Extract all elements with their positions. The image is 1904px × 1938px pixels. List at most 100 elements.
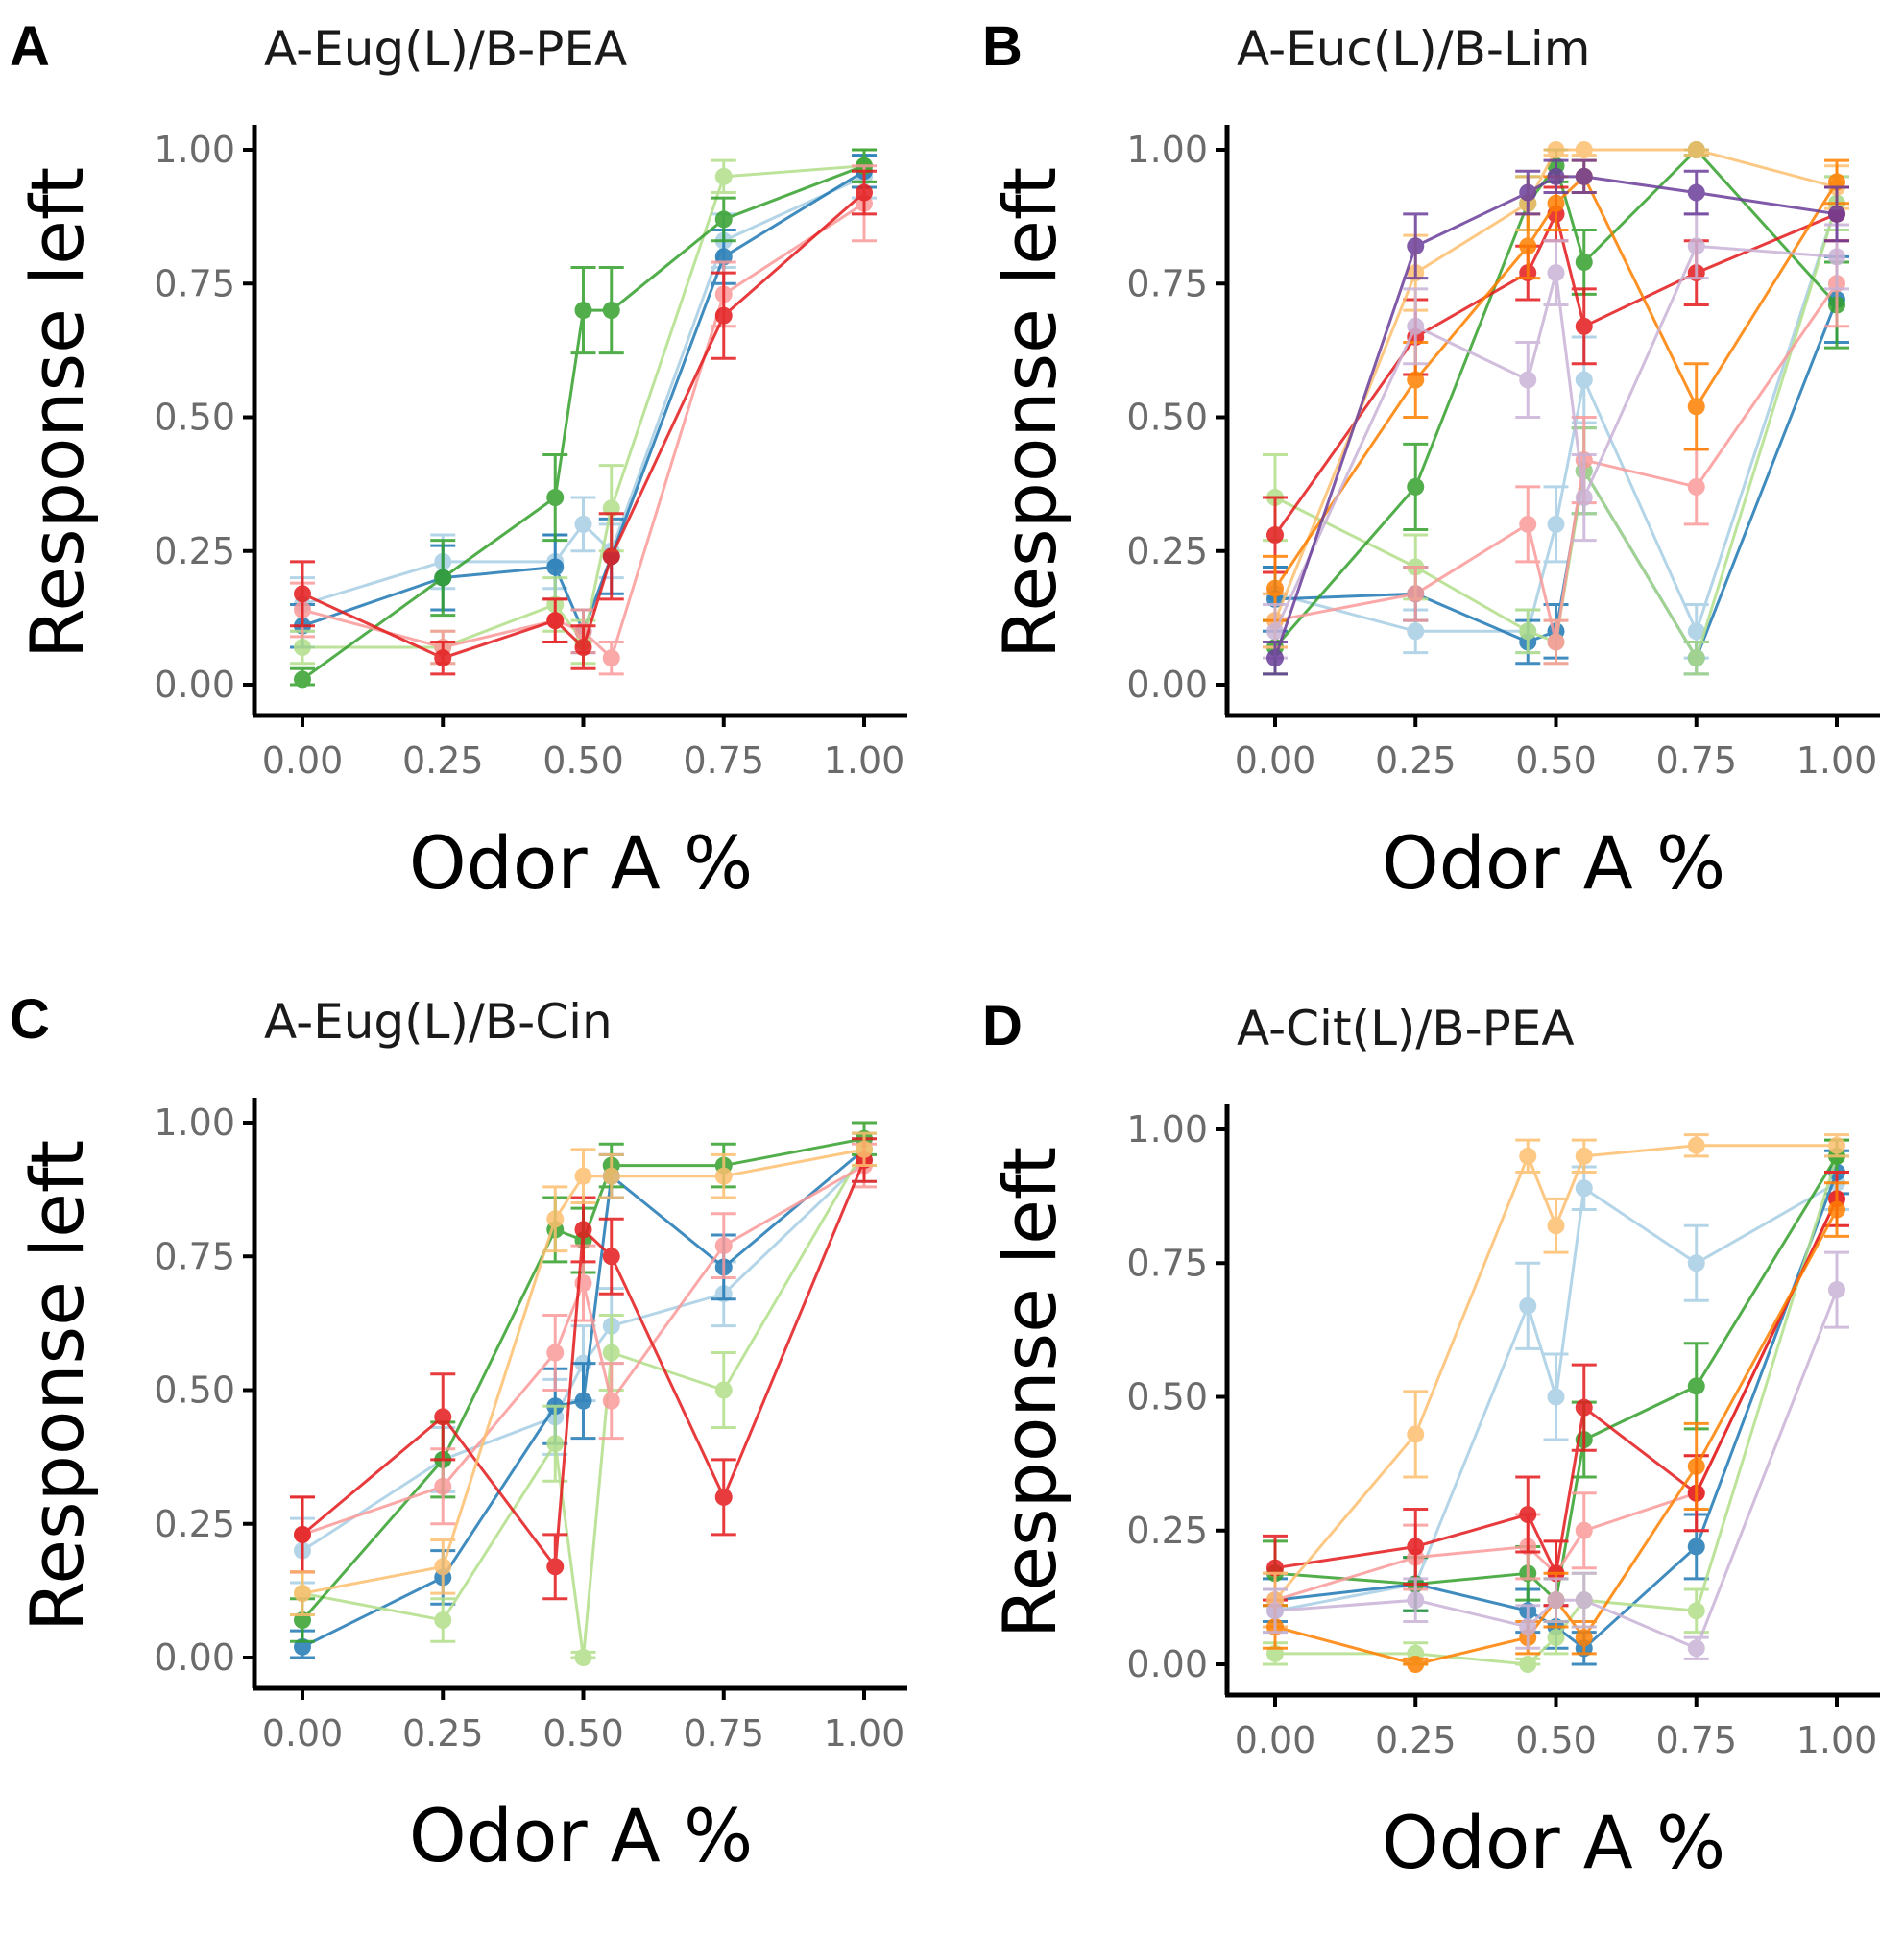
data-point xyxy=(1519,1296,1537,1315)
series-light-blue xyxy=(1263,175,1849,660)
data-point xyxy=(1687,183,1705,202)
data-point xyxy=(1828,205,1845,223)
data-point xyxy=(1575,1147,1593,1165)
data-point xyxy=(1519,371,1537,389)
data-point xyxy=(1575,1398,1593,1417)
x-tick-label: 1.00 xyxy=(1796,1719,1878,1761)
series-light-blue xyxy=(290,154,877,633)
data-point xyxy=(1687,1254,1705,1272)
data-point xyxy=(1519,1147,1537,1165)
data-point xyxy=(1519,1506,1537,1524)
y-tick-label: 0.25 xyxy=(1126,1510,1208,1552)
y-tick-label: 0.75 xyxy=(1126,1242,1208,1284)
data-point xyxy=(434,649,452,667)
data-point xyxy=(1519,1618,1537,1636)
data-point xyxy=(1266,622,1284,641)
data-point xyxy=(1547,141,1565,158)
data-point xyxy=(714,1488,733,1506)
panel-letter: C xyxy=(10,988,50,1051)
x-tick-label: 0.00 xyxy=(1235,1719,1316,1761)
data-point xyxy=(602,1248,620,1266)
data-point xyxy=(602,649,620,667)
x-tick-label: 0.50 xyxy=(542,739,624,782)
data-point xyxy=(1575,371,1593,389)
data-point xyxy=(714,1167,733,1185)
series-light-green xyxy=(290,148,877,666)
data-point xyxy=(1687,649,1705,667)
data-point xyxy=(1407,1425,1425,1443)
data-point xyxy=(1407,371,1425,389)
data-point xyxy=(434,1408,452,1426)
data-point xyxy=(1575,1521,1593,1539)
series-red xyxy=(290,169,877,676)
data-point xyxy=(294,670,311,689)
panel-a: A A-Eug(L)/B-PEA 0.00 0.25 0.50 0.75 1.00 0.00 0… xyxy=(10,15,907,906)
data-point xyxy=(1575,167,1593,185)
y-tick-label: 0.25 xyxy=(1126,530,1208,572)
y-tick-label: 0.50 xyxy=(154,1369,235,1412)
data-point xyxy=(1687,1602,1705,1620)
series-lavender xyxy=(1263,1250,1849,1660)
data-point xyxy=(1687,1538,1705,1556)
y-axis-label: Response left xyxy=(14,1140,100,1632)
data-point xyxy=(574,1392,592,1410)
y-tick-label: 0.25 xyxy=(154,1503,235,1545)
data-point xyxy=(1407,622,1425,641)
y-tick-label: 0.50 xyxy=(1126,397,1208,439)
data-point xyxy=(1687,1457,1705,1475)
data-point xyxy=(1547,1591,1565,1610)
data-point xyxy=(434,569,452,587)
y-tick-label: 0.00 xyxy=(154,1636,235,1679)
data-point xyxy=(602,302,620,320)
x-tick-label: 1.00 xyxy=(824,739,905,782)
x-tick-label: 0.25 xyxy=(402,739,484,782)
data-point xyxy=(1687,237,1705,255)
series-pink xyxy=(290,164,877,676)
data-point xyxy=(1575,1629,1593,1647)
chart-title: A-Eug(L)/B-PEA xyxy=(264,21,627,77)
data-point xyxy=(602,1167,620,1185)
series-line xyxy=(302,164,865,649)
data-point xyxy=(1547,194,1565,212)
panel-letter: D xyxy=(982,995,1023,1057)
y-tick-label: 0.00 xyxy=(154,664,235,706)
x-tick-label: 0.50 xyxy=(542,1712,624,1755)
data-point xyxy=(602,547,620,566)
y-tick-label: 0.75 xyxy=(1126,262,1208,304)
data-point xyxy=(602,1392,620,1410)
data-point xyxy=(294,585,311,603)
data-point xyxy=(1547,264,1565,282)
data-point xyxy=(546,612,565,630)
data-point xyxy=(856,183,873,202)
data-point xyxy=(714,1237,733,1255)
data-point xyxy=(574,1167,592,1185)
data-point xyxy=(434,1477,452,1495)
y-tick-label: 0.00 xyxy=(1126,664,1208,706)
panel-d: D A-Cit(L)/B-PEA 0.00 0.25 0.50 0.75 1.00 0.00 0… xyxy=(982,995,1880,1885)
x-tick-label: 0.25 xyxy=(402,1712,484,1755)
data-point xyxy=(434,1558,452,1576)
y-tick-label: 0.50 xyxy=(1126,1376,1208,1418)
y-axis-label: Response left xyxy=(987,1147,1073,1638)
data-point xyxy=(1687,1136,1705,1154)
data-point xyxy=(1575,141,1593,158)
data-point xyxy=(1266,526,1284,545)
y-tick-label: 1.00 xyxy=(1126,1108,1208,1151)
x-tick-label: 0.75 xyxy=(1655,1719,1737,1761)
data-point xyxy=(1266,579,1284,597)
data-point xyxy=(1407,237,1425,255)
data-point xyxy=(1547,167,1565,185)
data-point xyxy=(1519,515,1537,533)
data-point xyxy=(1687,1377,1705,1395)
data-point xyxy=(1519,622,1537,641)
y-axis-label: Response left xyxy=(987,167,1073,659)
data-point xyxy=(1687,398,1705,416)
data-point xyxy=(1575,253,1593,271)
data-point xyxy=(1828,1200,1845,1219)
series-light-orange xyxy=(290,1131,877,1616)
data-point xyxy=(1547,1629,1565,1647)
y-tick-label: 1.00 xyxy=(154,129,235,171)
data-point xyxy=(714,1381,733,1399)
x-tick-label: 1.00 xyxy=(1796,739,1878,782)
